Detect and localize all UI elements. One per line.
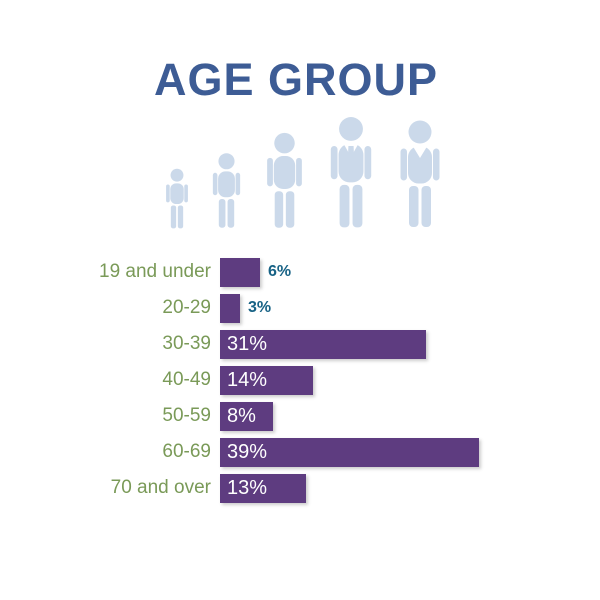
chart-title: AGE GROUP xyxy=(153,54,439,105)
bar-row: 20-29 3% xyxy=(0,290,600,326)
bar-row: 60-69 39% xyxy=(0,434,600,470)
age-progression-figures xyxy=(163,116,445,230)
person-child-icon xyxy=(209,152,244,230)
bar xyxy=(220,257,260,287)
bar-row: 40-49 14% xyxy=(0,362,600,398)
bar: 31% xyxy=(220,329,426,359)
bar: 13% xyxy=(220,473,306,503)
value-label: 8% xyxy=(227,404,256,427)
category-label: 30-39 xyxy=(162,333,211,354)
person-teen-icon xyxy=(262,132,307,230)
bar-row: 19 and under 6% xyxy=(0,254,600,290)
bar-row: 70 and over 13% xyxy=(0,470,600,506)
value-label: 31% xyxy=(227,332,268,355)
category-label: 50-59 xyxy=(162,405,211,426)
category-label: 60-69 xyxy=(162,441,211,462)
bar: 39% xyxy=(220,437,479,467)
value-label: 39% xyxy=(227,440,268,463)
value-label: 6% xyxy=(268,263,292,280)
person-adult-tie-icon xyxy=(325,116,377,230)
bar: 8% xyxy=(220,401,273,431)
bar xyxy=(220,293,240,323)
bar: 14% xyxy=(220,365,313,395)
bar-row: 50-59 8% xyxy=(0,398,600,434)
category-label: 20-29 xyxy=(162,297,211,318)
value-label: 14% xyxy=(227,368,268,391)
category-label: 40-49 xyxy=(162,369,211,390)
bar-row: 30-39 31% xyxy=(0,326,600,362)
category-label: 70 and over xyxy=(110,477,211,498)
value-label: 13% xyxy=(227,476,268,499)
person-adult-icon xyxy=(395,119,445,230)
value-label: 3% xyxy=(248,299,272,316)
category-label: 19 and under xyxy=(99,261,211,282)
person-toddler-icon xyxy=(163,168,191,230)
age-group-bar-chart: 19 and under 6% 20-29 3% 30-39 31% 40-49 14% 50-… xyxy=(0,254,600,506)
